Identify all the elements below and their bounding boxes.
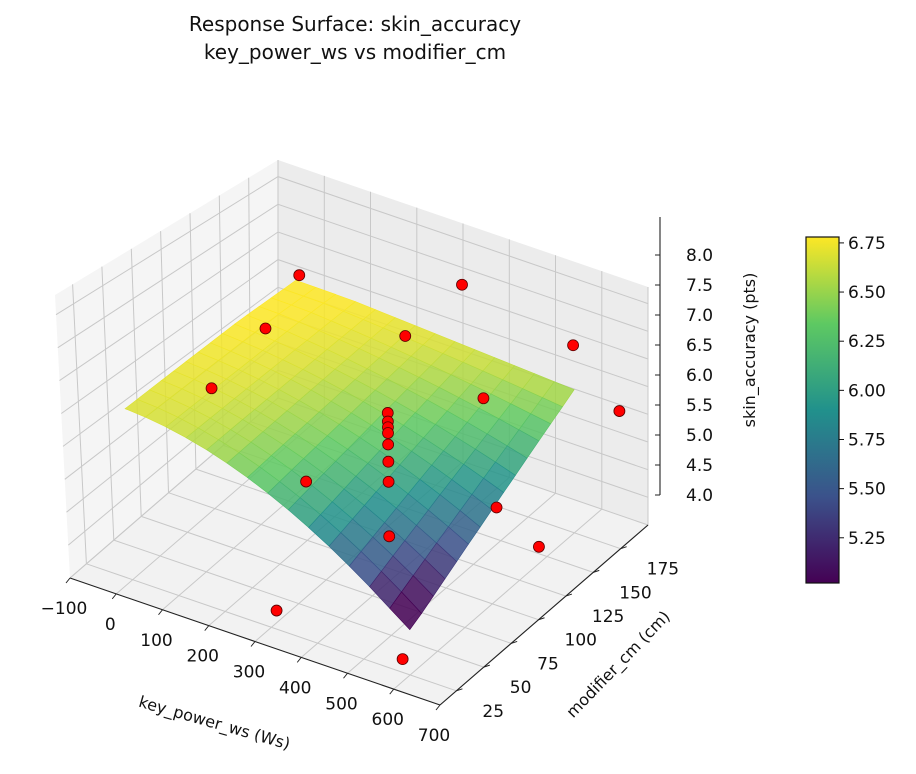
observed-point [293,269,306,282]
x-tick-label: −100 [41,599,88,619]
z-tick-label: 4.0 [686,486,713,506]
x-tick-mark [435,704,441,711]
z-tick-label: 6.0 [686,366,713,386]
z-axis-label: skin_accuracy (pts) [740,273,760,428]
y-tick-label: 25 [482,702,504,722]
y-tick-label: 175 [647,560,679,580]
z-tick-label: 5.5 [686,396,713,416]
colorbar-tick-label: 5.25 [848,529,886,549]
observed-point [205,382,218,395]
x-tick-label: 0 [105,615,116,635]
chart-title-line-2: key_power_ws vs modifier_cm [203,40,507,64]
z-tick-label: 4.5 [686,456,713,476]
observed-point [382,427,394,439]
x-tick-label: 300 [233,663,265,683]
x-tick-label: 600 [372,710,404,730]
y-tick-mark [483,664,490,668]
y-axis-line [439,524,649,706]
y-tick-label: 125 [592,607,624,627]
y-tick-label: 100 [565,631,597,651]
colorbar-gradient [805,236,840,584]
z-tick-label: 7.0 [686,306,713,326]
chart-title-line-1: Response Surface: skin_accuracy [188,12,522,36]
colorbar-ticks: 5.25 5.50 5.75 6.00 6.25 6.50 6.75 [839,234,886,549]
x-tick-mark [158,609,163,616]
colorbar: 5.25 5.50 5.75 6.00 6.25 6.50 6.75 [805,234,886,584]
observed-points [205,269,626,665]
x-tick-mark [204,625,210,631]
y-tick-mark [565,593,573,597]
x-tick-mark [65,577,71,584]
x-tick-mark [111,593,117,600]
y-tick-mark [456,688,463,692]
observed-point [399,330,412,342]
grid-line-z [59,231,649,382]
observed-point [490,501,503,514]
x-axis-label: key_power_ws (Ws) [136,692,292,754]
colorbar-tick-label: 6.75 [848,234,886,254]
y-tick-label: 75 [537,654,559,674]
z-tick-label: 5.0 [686,426,713,446]
x-tick-mark [250,641,256,647]
observed-point [382,455,395,468]
y-tick-label: 50 [510,678,532,698]
observed-point [259,322,272,335]
z-tick-label: 7.5 [686,276,713,296]
observed-point [270,604,283,617]
x-tick-label: 400 [279,678,311,698]
colorbar-tick-label: 6.50 [848,283,886,303]
colorbar-tick-label: 5.50 [848,480,886,500]
y-tick-mark [538,617,545,621]
grid-line-z [55,176,649,316]
observed-point [456,278,468,291]
surface-patch [389,591,422,631]
observed-point [613,405,626,417]
y-tick-mark [510,640,518,644]
z-tick-label: 8.0 [686,246,713,266]
observed-point [477,392,490,405]
x-tick-label: 700 [418,726,450,746]
grid-line-z [61,259,649,414]
observed-point [300,475,313,488]
colorbar-tick-label: 6.25 [848,332,886,352]
x-tick-label: 200 [187,647,219,667]
observed-point [533,540,545,553]
x-tick-mark [343,672,348,679]
y-tick-mark [593,569,600,573]
x-tick-label: 500 [325,694,357,714]
grid-line-z [57,203,649,349]
x-tick-mark [296,657,302,663]
z-tick-label: 6.5 [686,336,713,356]
y-tick-mark [620,546,627,550]
observed-point [382,475,395,488]
observed-point [382,438,395,451]
observed-point [396,653,409,665]
y-tick-label: 150 [619,583,651,603]
x-tick-mark [389,688,395,695]
colorbar-tick-label: 6.00 [848,381,886,401]
observed-point [567,339,580,352]
x-tick-label: 100 [140,631,172,651]
observed-point [383,530,396,543]
colorbar-tick-label: 5.75 [848,430,886,450]
